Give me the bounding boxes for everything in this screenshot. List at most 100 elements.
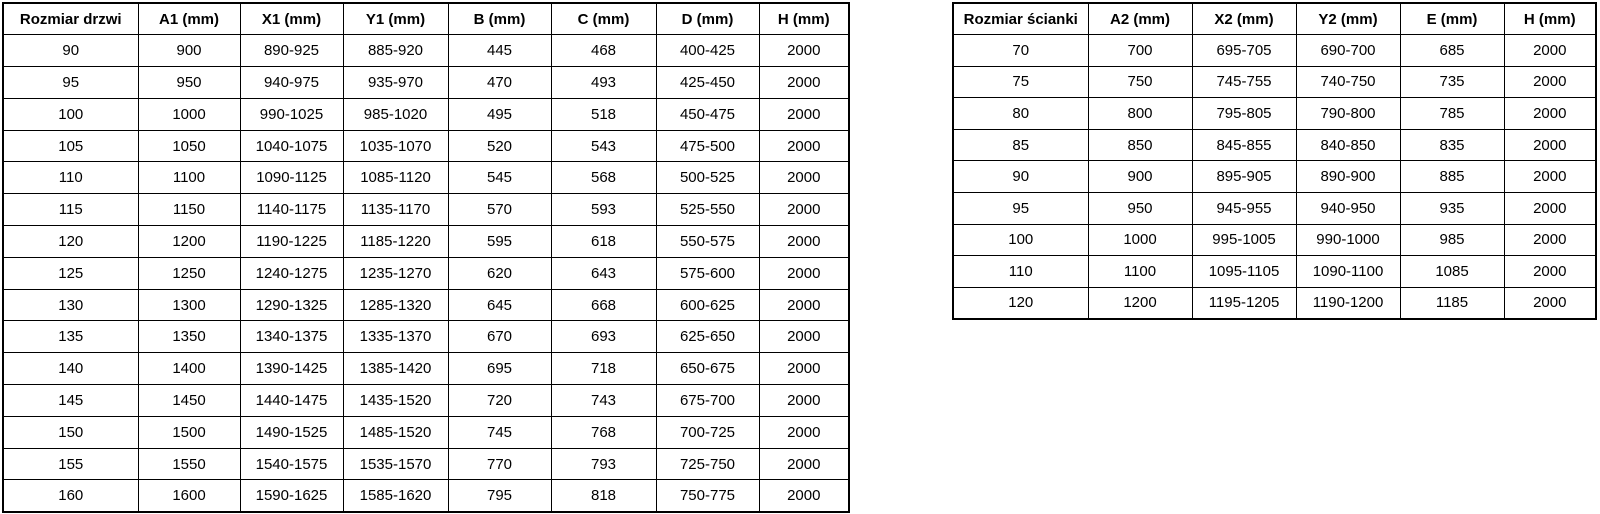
- table-cell: 785: [1399, 97, 1505, 130]
- table-cell: 985: [1399, 223, 1505, 257]
- table-row: 100 1000 995-1005 990-1000 985 2000: [952, 223, 1597, 257]
- table-cell: 75: [952, 65, 1089, 99]
- table-cell: 2000: [1503, 160, 1597, 194]
- table-cell: 2000: [758, 34, 850, 68]
- table-row: 155 1550 1540-1575 1535-1570 770 793 725-750 20…: [2, 447, 850, 481]
- table-cell: 550-575: [655, 225, 760, 258]
- table-row: 95 950 945-955 940-950 935 2000: [952, 192, 1597, 225]
- table-row: 120 1200 1195-1205 1190-1200 1185 2000: [952, 286, 1597, 320]
- table-cell: 120: [952, 286, 1089, 320]
- table-cell: 940-975: [239, 66, 344, 99]
- table-cell: 1590-1625: [239, 479, 344, 513]
- table-cell: 1440-1475: [239, 384, 344, 417]
- table-cell: 575-600: [655, 256, 760, 290]
- door-table-body: 90 900 890-925 885-920 445 468 400-425 2000 95 95…: [2, 34, 850, 513]
- table-cell: 1285-1320: [342, 288, 449, 322]
- column-header: Rozmiar ścianki: [952, 2, 1089, 36]
- table-cell: 80: [952, 97, 1089, 130]
- table-cell: 2000: [1503, 128, 1597, 162]
- column-header: X2 (mm): [1191, 2, 1297, 36]
- table-cell: 100: [952, 223, 1089, 257]
- table-row: 150 1500 1490-1525 1485-1520 745 768 700-725 20…: [2, 415, 850, 449]
- table-cell: 850: [1087, 128, 1193, 162]
- table-cell: 1540-1575: [239, 447, 344, 481]
- column-header: A1 (mm): [137, 2, 241, 36]
- table-cell: 895-905: [1191, 160, 1297, 194]
- table-cell: 125: [2, 256, 139, 290]
- table-cell: 2000: [758, 320, 850, 354]
- table-cell: 768: [550, 415, 657, 449]
- table-cell: 795: [447, 479, 552, 513]
- table-cell: 2000: [1503, 192, 1597, 225]
- table-row: 90 900 895-905 890-900 885 2000: [952, 160, 1597, 194]
- table-cell: 1095-1105: [1191, 255, 1297, 288]
- table-cell: 155: [2, 447, 139, 481]
- table-cell: 90: [952, 160, 1089, 194]
- table-cell: 570: [447, 193, 552, 227]
- table-cell: 1135-1170: [342, 193, 449, 227]
- table-cell: 1190-1200: [1295, 286, 1401, 320]
- table-cell: 150: [2, 415, 139, 449]
- table-cell: 1550: [137, 447, 241, 481]
- column-header: Y2 (mm): [1295, 2, 1401, 36]
- table-cell: 1190-1225: [239, 225, 344, 258]
- table-cell: 135: [2, 320, 139, 354]
- table-cell: 493: [550, 66, 657, 99]
- table-cell: 935: [1399, 192, 1505, 225]
- table-cell: 750-775: [655, 479, 760, 513]
- table-cell: 793: [550, 447, 657, 481]
- table-cell: 885: [1399, 160, 1505, 194]
- table-cell: 2000: [1503, 255, 1597, 288]
- table-cell: 1435-1520: [342, 384, 449, 417]
- table-cell: 618: [550, 225, 657, 258]
- table-cell: 695: [447, 352, 552, 386]
- table-cell: 95: [2, 66, 139, 99]
- table-cell: 1500: [137, 415, 241, 449]
- table-cell: 950: [1087, 192, 1193, 225]
- table-cell: 1600: [137, 479, 241, 513]
- table-cell: 625-650: [655, 320, 760, 354]
- table-row: 110 1100 1090-1125 1085-1120 545 568 500-525 20…: [2, 161, 850, 195]
- table-row: 110 1100 1095-1105 1090-1100 1085 2000: [952, 255, 1597, 288]
- table-cell: 1485-1520: [342, 415, 449, 449]
- table-cell: 795-805: [1191, 97, 1297, 130]
- table-cell: 2000: [758, 447, 850, 481]
- column-header: Rozmiar drzwi: [2, 2, 139, 36]
- table-cell: 445: [447, 34, 552, 68]
- table-cell: 1340-1375: [239, 320, 344, 354]
- table-cell: 745-755: [1191, 65, 1297, 99]
- table-cell: 1000: [137, 97, 241, 131]
- table-cell: 1400: [137, 352, 241, 386]
- table-cell: 518: [550, 97, 657, 131]
- table-cell: 1140-1175: [239, 193, 344, 227]
- table-cell: 2000: [1503, 286, 1597, 320]
- table-cell: 2000: [1503, 34, 1597, 67]
- table-cell: 468: [550, 34, 657, 68]
- table-cell: 1200: [1087, 286, 1193, 320]
- table-row: 125 1250 1240-1275 1235-1270 620 643 575-600 20…: [2, 256, 850, 290]
- table-cell: 593: [550, 193, 657, 227]
- table-cell: 1450: [137, 384, 241, 417]
- table-cell: 1390-1425: [239, 352, 344, 386]
- table-cell: 70: [952, 34, 1089, 67]
- table-cell: 845-855: [1191, 128, 1297, 162]
- table-cell: 900: [137, 34, 241, 68]
- table-cell: 2000: [758, 66, 850, 99]
- column-header: B (mm): [447, 2, 552, 36]
- table-cell: 1050: [137, 129, 241, 163]
- table-cell: 1235-1270: [342, 256, 449, 290]
- table-cell: 1150: [137, 193, 241, 227]
- table-cell: 675-700: [655, 384, 760, 417]
- table-cell: 2000: [758, 256, 850, 290]
- table-cell: 100: [2, 97, 139, 131]
- table-row: 85 850 845-855 840-850 835 2000: [952, 128, 1597, 162]
- column-header: X1 (mm): [239, 2, 344, 36]
- table-cell: 818: [550, 479, 657, 513]
- table-cell: 995-1005: [1191, 223, 1297, 257]
- column-header: E (mm): [1399, 2, 1505, 36]
- table-cell: 1040-1075: [239, 129, 344, 163]
- table-cell: 770: [447, 447, 552, 481]
- door-table-header-row: Rozmiar drzwi A1 (mm) X1 (mm) Y1 (mm) B (mm)…: [2, 2, 850, 36]
- table-cell: 1385-1420: [342, 352, 449, 386]
- table-cell: 110: [952, 255, 1089, 288]
